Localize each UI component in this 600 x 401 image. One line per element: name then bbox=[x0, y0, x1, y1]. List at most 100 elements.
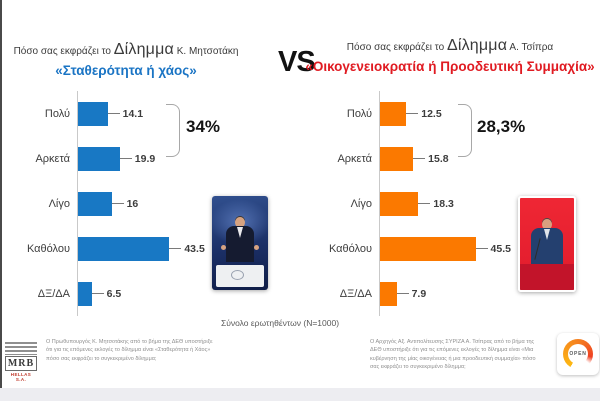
bar-track: 43.5 bbox=[77, 226, 282, 271]
right-bar-chart: Πολύ 12.5 Αρκετά 15.8 Λίγο 18.3 Καθόλου 45.5 ΔΞ/… bbox=[322, 91, 584, 316]
value-label: 43.5 bbox=[184, 242, 205, 255]
bar-track: 45.5 bbox=[379, 226, 584, 271]
value-label: 18.3 bbox=[433, 197, 454, 210]
bar-track: 19.9 bbox=[77, 136, 282, 181]
bar bbox=[78, 101, 108, 126]
figure-shirt bbox=[544, 229, 550, 240]
bar-track: 16 bbox=[77, 181, 282, 226]
callout-line bbox=[396, 293, 409, 294]
right-bracket bbox=[458, 104, 472, 157]
category-label: ΔΞ/ΔΑ bbox=[37, 287, 70, 300]
value-label: 45.5 bbox=[490, 242, 511, 255]
left-title-prefix: Πόσο σας εκφράζει το bbox=[13, 46, 114, 57]
bar-row: Πολύ 12.5 bbox=[322, 91, 584, 136]
callout-line bbox=[418, 203, 431, 204]
left-title-dilemma-word: Δίλημμα bbox=[113, 41, 174, 58]
category-label: Λίγο bbox=[350, 197, 372, 210]
left-annotation: 34% bbox=[186, 117, 221, 136]
category-label: Αρκετά bbox=[337, 152, 372, 165]
callout-line bbox=[413, 158, 426, 159]
bar-track: 6.5 bbox=[77, 271, 282, 316]
callout-line bbox=[119, 158, 132, 159]
value-label: 19.9 bbox=[134, 152, 156, 165]
bar-row: Αρκετά 15.8 bbox=[322, 136, 584, 181]
left-bar-chart: Πολύ 14.1 Αρκετά 19.9 Λίγο 16 Καθόλου 43.5 ΔΞ/ΔΑ… bbox=[20, 91, 282, 316]
right-chart-subtitle: «Οικογενειοκρατία ή Προοδευτική Συμμαχία… bbox=[305, 59, 595, 74]
bar bbox=[78, 236, 170, 261]
left-chart-subtitle: «Σταθερότητα ή χάος» bbox=[55, 63, 197, 78]
bar bbox=[78, 281, 92, 306]
bar-track: 14.1 bbox=[77, 91, 282, 136]
bottom-strip bbox=[0, 388, 600, 401]
sample-size-note: Σύνολο ερωτηθέντων (N=1000) bbox=[220, 318, 340, 328]
bar-track: 12.5 bbox=[379, 91, 584, 136]
right-chart-title-block: Πόσο σας εκφράζει το Δίλημμα Α. Τσίπρα «… bbox=[302, 36, 598, 76]
right-footnote: Ο Αρχηγός Αξ. Αντιπολίτευσης ΣΥΡΙΖΑ Α. Τ… bbox=[370, 339, 536, 370]
value-label: 15.8 bbox=[428, 152, 449, 165]
value-label: 14.1 bbox=[122, 107, 144, 120]
bar bbox=[380, 236, 476, 261]
category-label: Καθόλου bbox=[328, 242, 372, 255]
category-label: Πολύ bbox=[346, 107, 372, 120]
left-title-person: Κ. Μητσοτάκη bbox=[173, 46, 239, 57]
value-label: 6.5 bbox=[106, 287, 122, 300]
open-logo-ring: OPEN bbox=[563, 339, 593, 369]
bar-row: ΔΞ/ΔΑ 6.5 bbox=[20, 271, 282, 316]
value-label: 16 bbox=[126, 197, 139, 210]
figure-shirt bbox=[237, 227, 243, 238]
bar-track: 18.3 bbox=[379, 181, 584, 226]
mrb-logo-subtitle: HELLAS S.A. bbox=[10, 372, 32, 382]
right-chart-title: Πόσο σας εκφράζει το Δίλημμα Α. Τσίπρα bbox=[302, 36, 598, 56]
podium-emblem bbox=[231, 270, 244, 280]
open-logo-name: OPEN bbox=[568, 344, 588, 364]
bar bbox=[78, 146, 120, 171]
bar bbox=[380, 146, 414, 171]
bar-track: 7.9 bbox=[379, 271, 584, 316]
category-label: Πολύ bbox=[44, 107, 70, 120]
mitsotakis-photo bbox=[212, 196, 268, 290]
mrb-logo-stripes bbox=[5, 342, 37, 355]
tsipras-photo bbox=[518, 196, 576, 292]
right-title-person: Α. Τσίπρα bbox=[507, 42, 554, 53]
left-chart-title: Πόσο σας εκφράζει το Δίλημμα Κ. Μητσοτάκ… bbox=[10, 40, 242, 60]
left-bracket bbox=[166, 104, 180, 157]
figure-hand-left bbox=[221, 245, 226, 250]
right-title-prefix: Πόσο σας εκφράζει το bbox=[346, 42, 447, 53]
mrb-logo: MRB HELLAS S.A. bbox=[5, 342, 37, 382]
bar-row: Λίγο 16 bbox=[20, 181, 282, 226]
category-label: Αρκετά bbox=[35, 152, 70, 165]
bar bbox=[78, 191, 112, 216]
value-label: 7.9 bbox=[411, 287, 427, 300]
bar-row: Λίγο 18.3 bbox=[322, 181, 584, 226]
bar-track: 15.8 bbox=[379, 136, 584, 181]
category-label: ΔΞ/ΔΑ bbox=[339, 287, 372, 300]
left-footnote: Ο Πρωθυπουργός Κ. Μητσοτάκης από το βήμα… bbox=[46, 339, 213, 362]
callout-line bbox=[111, 203, 124, 204]
figure-head bbox=[235, 217, 245, 228]
bar bbox=[380, 101, 407, 126]
bar bbox=[380, 191, 419, 216]
callout-line bbox=[107, 113, 120, 114]
bar-row: Αρκετά 19.9 bbox=[20, 136, 282, 181]
callout-line bbox=[169, 248, 182, 249]
red-podium bbox=[520, 264, 574, 290]
bar-row: Πολύ 14.1 bbox=[20, 91, 282, 136]
right-annotation: 28,3% bbox=[477, 117, 526, 136]
right-title-dilemma-word: Δίλημμα bbox=[446, 37, 508, 54]
callout-line bbox=[475, 248, 488, 249]
slide-left-border bbox=[0, 0, 2, 401]
open-tv-logo: OPEN bbox=[557, 333, 599, 375]
callout-line bbox=[91, 293, 104, 294]
vs-label: VS bbox=[278, 46, 316, 78]
left-chart-title-block: Πόσο σας εκφράζει το Δίλημμα Κ. Μητσοτάκ… bbox=[10, 40, 242, 80]
bar-row: Καθόλου 43.5 bbox=[20, 226, 282, 271]
mrb-logo-name: MRB bbox=[5, 356, 37, 371]
bar-row: ΔΞ/ΔΑ 7.9 bbox=[322, 271, 584, 316]
callout-line bbox=[406, 113, 419, 114]
figure-hand-right bbox=[254, 245, 259, 250]
category-label: Λίγο bbox=[48, 197, 70, 210]
category-label: Καθόλου bbox=[26, 242, 70, 255]
bar bbox=[380, 281, 397, 306]
value-label: 12.5 bbox=[421, 107, 442, 120]
